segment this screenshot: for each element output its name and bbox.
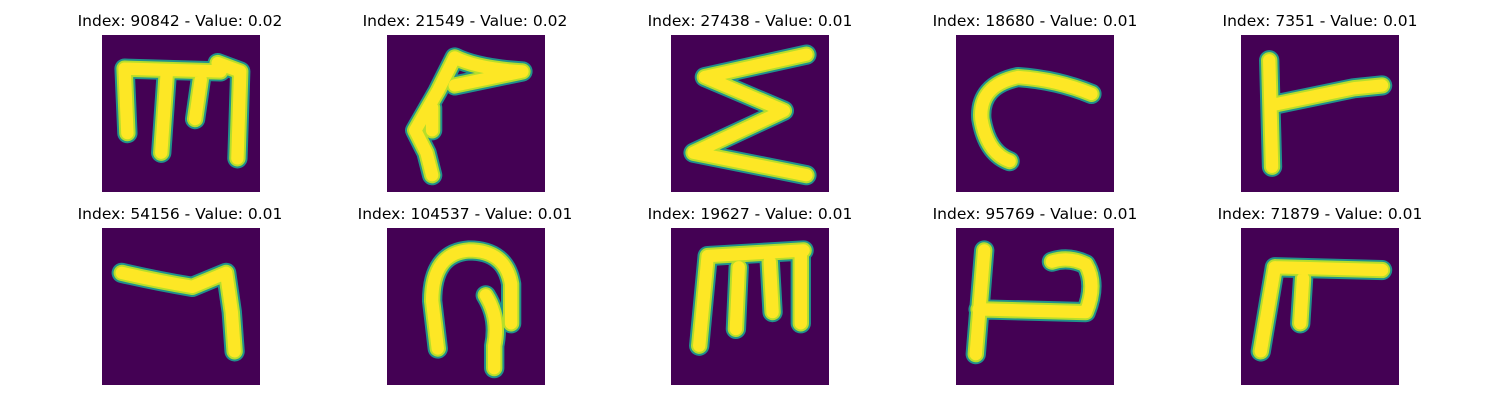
panel-title: Index: 71879 - Value: 0.01 — [1217, 205, 1423, 223]
panel-title: Index: 104537 - Value: 0.01 — [357, 205, 573, 223]
glyph-stroke-layer — [409, 51, 529, 182]
panel-title: Index: 95769 - Value: 0.01 — [932, 205, 1138, 223]
glyph-loop-shape — [387, 228, 545, 385]
panel-title: Index: 18680 - Value: 0.01 — [932, 12, 1138, 30]
glyph-image — [956, 35, 1114, 192]
glyph-pi-shape — [1241, 228, 1399, 385]
glyph-image — [1241, 228, 1399, 385]
panel-title: Index: 7351 - Value: 0.01 — [1222, 12, 1418, 30]
panel-title: Index: 54156 - Value: 0.01 — [77, 205, 283, 223]
glyph-seven-shape — [102, 228, 260, 385]
glyph-image — [387, 35, 545, 192]
glyph-stroke-layer — [1263, 54, 1389, 173]
glyph-stroke-layer — [969, 244, 1098, 361]
glyph-tack-shape — [1241, 35, 1399, 192]
glyph-image — [671, 228, 829, 385]
glyph-stroke-layer — [693, 244, 810, 352]
glyph-stroke-layer — [1254, 261, 1389, 358]
panel-title: Index: 90842 - Value: 0.02 — [77, 12, 283, 30]
glyph-stroke-layer — [118, 56, 247, 165]
panel-title: Index: 19627 - Value: 0.01 — [647, 205, 853, 223]
glyph-image — [387, 228, 545, 385]
glyph-stroke-layer — [687, 48, 813, 182]
glyph-c-shape — [956, 35, 1114, 192]
glyph-stroke-layer — [115, 266, 241, 358]
glyph-image — [956, 228, 1114, 385]
panel-title: Index: 21549 - Value: 0.02 — [362, 12, 568, 30]
glyph-stroke-layer — [425, 244, 518, 375]
glyph-m-shape — [102, 35, 260, 192]
panel-title: Index: 27438 - Value: 0.01 — [647, 12, 853, 30]
glyph-ear-shape — [956, 228, 1114, 385]
glyph-image — [1241, 35, 1399, 192]
glyph-sigma-shape — [671, 35, 829, 192]
glyph-image — [102, 35, 260, 192]
glyph-image — [102, 228, 260, 385]
glyph-image — [671, 35, 829, 192]
glyph-stroke-layer — [975, 70, 1098, 168]
glyph-m-shape — [671, 228, 829, 385]
glyph-hook-shape — [387, 35, 545, 192]
